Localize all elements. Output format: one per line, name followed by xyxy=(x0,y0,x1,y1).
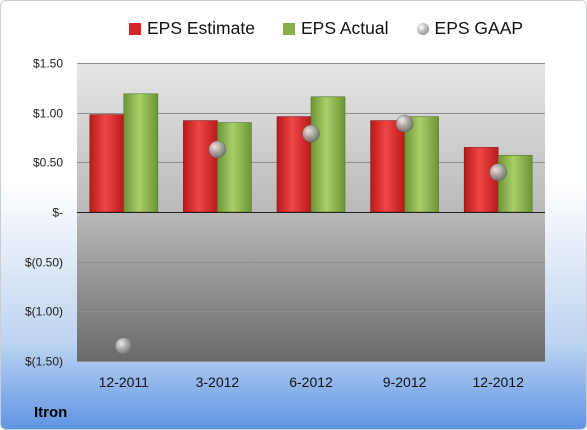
bar-eps-actual-12-2012 xyxy=(497,155,533,213)
y-tick-label: $0.50 xyxy=(33,156,63,170)
y-tick-label: $(1.50) xyxy=(25,355,63,369)
legend-item-eps-gaap: EPS GAAP xyxy=(416,18,524,39)
bar-eps-estimate-12-2011 xyxy=(89,114,125,213)
y-axis-ticks: $1.50 $1.00 $0.50 $- $(0.50) $(1.00) $(1.50) xyxy=(25,57,63,369)
bar-eps-actual-9-2012 xyxy=(404,116,439,213)
legend-label-eps-estimate: EPS Estimate xyxy=(147,18,255,38)
x-axis-ticks: 12-2011 3-2012 6-2012 9-2012 12-2012 xyxy=(99,374,524,390)
bar-eps-estimate-3-2012 xyxy=(183,120,218,213)
point-eps-gaap-3-2012 xyxy=(208,140,227,159)
x-tick-label: 6-2012 xyxy=(289,374,333,390)
legend-swatch-eps-gaap xyxy=(416,22,429,35)
y-tick-label: $1.50 xyxy=(33,57,63,71)
legend: EPS Estimate EPS Actual EPS GAAP xyxy=(129,18,523,39)
bars xyxy=(89,93,533,213)
y-tick-label: $(0.50) xyxy=(25,256,63,270)
x-tick-label: 9-2012 xyxy=(383,374,427,390)
x-tick-label: 12-2011 xyxy=(99,374,150,390)
point-eps-gaap-12-2011 xyxy=(115,337,133,355)
y-tick-label: $- xyxy=(52,206,63,220)
bar-eps-estimate-9-2012 xyxy=(370,120,405,213)
y-tick-label: $1.00 xyxy=(33,107,63,121)
legend-label-eps-actual: EPS Actual xyxy=(300,18,389,38)
bar-eps-actual-3-2012 xyxy=(217,122,252,213)
point-eps-gaap-9-2012 xyxy=(395,114,414,133)
legend-item-eps-estimate: EPS Estimate xyxy=(129,18,255,39)
legend-swatch-eps-actual xyxy=(282,22,295,35)
gaap-points xyxy=(115,114,507,355)
y-tick-label: $(1.00) xyxy=(25,305,63,319)
x-tick-label: 12-2012 xyxy=(473,374,525,390)
company-name: Itron xyxy=(34,404,68,421)
point-eps-gaap-12-2012 xyxy=(489,163,507,182)
point-eps-gaap-6-2012 xyxy=(302,124,320,143)
legend-swatch-eps-estimate xyxy=(129,22,141,35)
bar-eps-estimate-12-2012 xyxy=(463,147,499,213)
bar-eps-actual-12-2011 xyxy=(123,93,159,213)
legend-label-eps-gaap: EPS GAAP xyxy=(434,18,524,38)
bar-eps-actual-6-2012 xyxy=(310,96,346,213)
x-tick-label: 3-2012 xyxy=(196,374,240,390)
legend-item-eps-actual: EPS Actual xyxy=(282,18,389,39)
